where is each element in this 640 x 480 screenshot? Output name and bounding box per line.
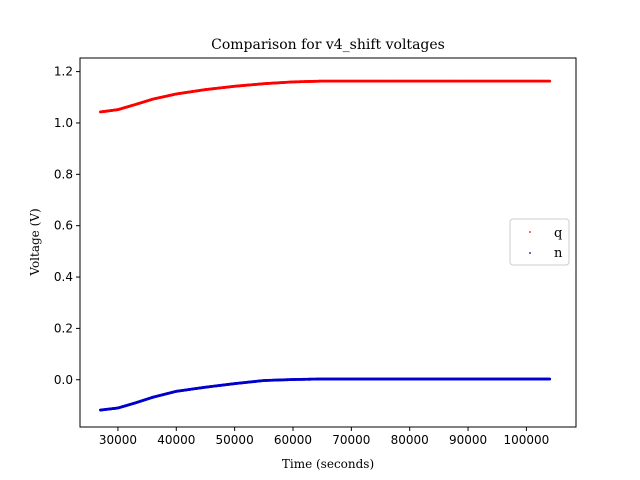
y-tick-label: 1.2 xyxy=(54,65,73,79)
plot-area xyxy=(99,79,552,412)
legend-label-q: q xyxy=(554,226,562,241)
x-tick-label: 60000 xyxy=(274,433,312,447)
x-axis-label: Time (seconds) xyxy=(282,457,374,471)
y-tick-label: 0.8 xyxy=(54,167,73,181)
legend: q n xyxy=(509,218,570,266)
series-q xyxy=(99,79,552,114)
x-tick-label: 50000 xyxy=(216,433,254,447)
y-tick-label: 1.0 xyxy=(54,116,73,130)
x-tick-label: 90000 xyxy=(449,433,487,447)
y-tick-label: 0.4 xyxy=(54,270,73,284)
data-point xyxy=(548,79,552,83)
x-tick-label: 80000 xyxy=(391,433,429,447)
data-point xyxy=(548,377,552,381)
x-tick-label: 40000 xyxy=(157,433,195,447)
legend-label-n: n xyxy=(554,246,563,261)
legend-marker-n xyxy=(529,252,531,254)
x-tick-label: 30000 xyxy=(99,433,137,447)
x-tick-label: 100000 xyxy=(503,433,549,447)
y-tick-label: 0.0 xyxy=(54,373,73,387)
x-axis: 30000 40000 50000 60000 70000 80000 90000 10000… xyxy=(99,427,549,447)
y-tick-label: 0.6 xyxy=(54,219,73,233)
legend-box xyxy=(509,218,570,266)
x-tick-label: 70000 xyxy=(332,433,370,447)
series-n xyxy=(99,377,552,412)
y-axis: 0.0 0.2 0.4 0.6 0.8 1.0 1.2 xyxy=(54,65,80,387)
y-tick-label: 0.2 xyxy=(54,321,73,335)
y-axis-label: Voltage (V) xyxy=(28,208,42,276)
chart-title: Comparison for v4_shift voltages xyxy=(211,37,445,53)
plot-frame xyxy=(79,57,577,428)
legend-marker-q xyxy=(529,231,531,233)
